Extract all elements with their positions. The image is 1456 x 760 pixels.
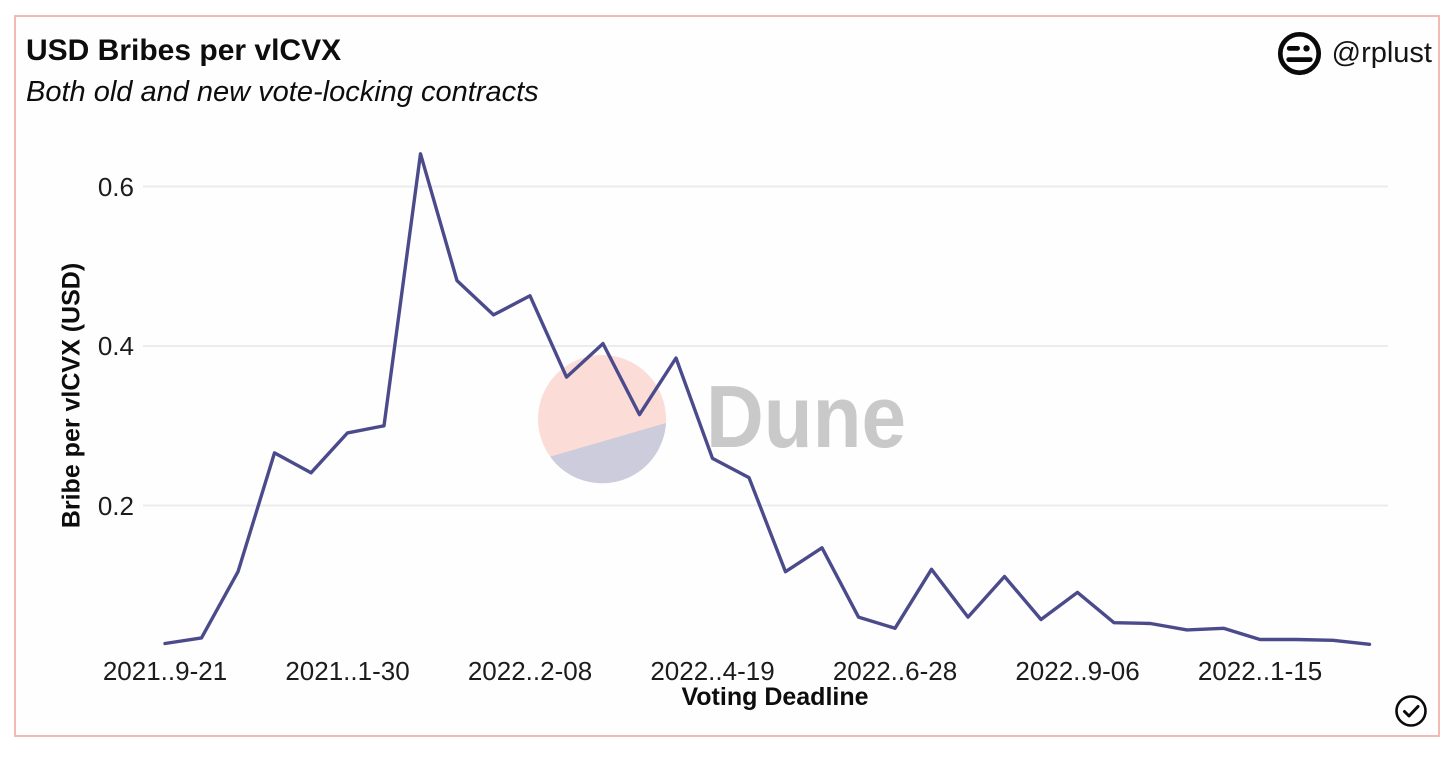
author-attribution[interactable]: @rplust xyxy=(1277,31,1432,76)
page-subtitle: Both old and new vote-locking contracts xyxy=(26,76,539,108)
expressionless-face-icon xyxy=(1277,31,1321,76)
dune-watermark: Dune xyxy=(538,355,906,484)
bribe-line-series xyxy=(163,152,1372,646)
y-tick-label: 0.6 xyxy=(97,171,134,202)
y-tick-label: 0.4 xyxy=(97,331,134,361)
watermark-text: Dune xyxy=(706,367,906,466)
dune-logo-wave xyxy=(550,423,666,484)
author-handle[interactable]: @rplust xyxy=(1331,37,1432,69)
x-tick-label: 2022..2-08 xyxy=(467,656,593,686)
x-tick-label: 2021..1-30 xyxy=(285,656,410,686)
chart-card xyxy=(14,15,1440,737)
x-tick-label: 2021..9-21 xyxy=(102,656,228,686)
x-tick-label: 2022..6-28 xyxy=(832,656,958,686)
x-tick-label: 2022..1-15 xyxy=(1197,656,1323,686)
page-title: USD Bribes per vlCVX xyxy=(26,34,342,67)
y-tick-label: 0.2 xyxy=(97,490,134,521)
gridlines xyxy=(143,185,1388,507)
x-tick-label: 2022..9-06 xyxy=(1015,656,1140,686)
x-axis-title: Voting Deadline xyxy=(681,683,869,711)
check-circle-icon xyxy=(1395,695,1427,727)
x-tick-label: 2022..4-19 xyxy=(650,656,775,686)
